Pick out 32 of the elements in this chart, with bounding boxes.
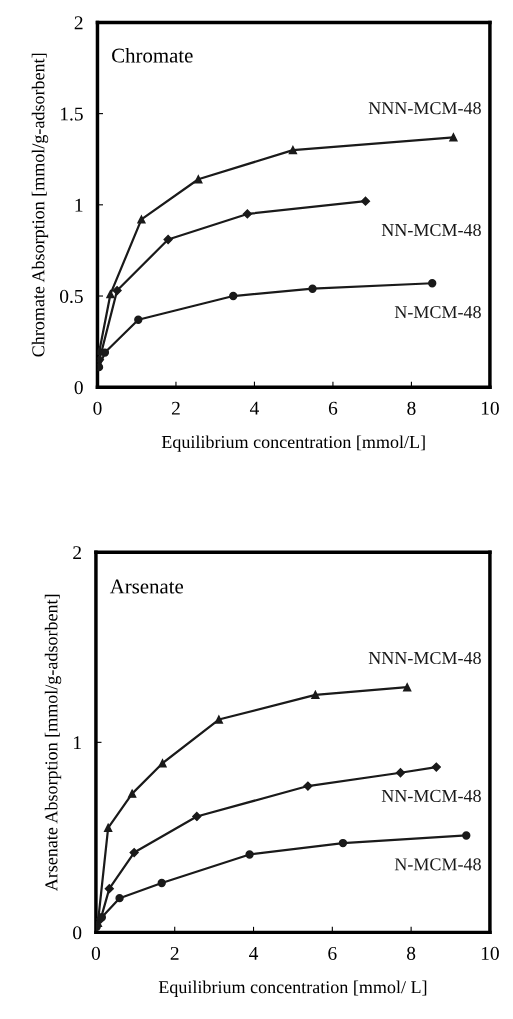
y-tick-label: 0.5 bbox=[60, 289, 83, 304]
x-tick-label: 4 bbox=[249, 401, 260, 415]
series-label: NN-MCM-48 bbox=[381, 223, 481, 237]
x-tick-label: 2 bbox=[170, 946, 179, 960]
y-axis-title: Arsenate Absorption [mmol/g-adsorbent] bbox=[44, 594, 62, 892]
y-tick-label: 1 bbox=[75, 198, 83, 212]
y-tick-label: 0 bbox=[73, 926, 82, 940]
series-label: NNN-MCM-48 bbox=[368, 651, 481, 665]
y-tick-label: 2 bbox=[73, 546, 81, 560]
y-axis-title: Chromate Absorption [mmol/g-adsorbent] bbox=[31, 53, 49, 357]
y-tick-label: 1 bbox=[74, 736, 81, 750]
y-tick-label: 1.5 bbox=[60, 107, 83, 121]
y-tick-label: 0 bbox=[74, 381, 83, 395]
series-label: NN-MCM-48 bbox=[381, 789, 481, 802]
text: Chromate bbox=[112, 47, 193, 63]
x-tick-label: 6 bbox=[328, 401, 338, 415]
x-tick-label: 6 bbox=[328, 946, 337, 960]
x-tick-label: 4 bbox=[249, 946, 259, 960]
x-tick-label: 0 bbox=[91, 946, 101, 960]
series-label: N-MCM-48 bbox=[394, 858, 481, 871]
x-tick-label: 8 bbox=[407, 401, 416, 415]
series-label: N-MCM-48 bbox=[394, 306, 481, 319]
x-tick-label: 8 bbox=[407, 946, 416, 960]
x-tick-label: 10 bbox=[481, 401, 499, 415]
series-label: NNN-MCM-48 bbox=[368, 102, 481, 115]
x-axis-title: Equilibrium concentration [mmol/ L] bbox=[158, 980, 427, 997]
text: Arsenate bbox=[109, 579, 184, 594]
x-tick-label: 2 bbox=[171, 401, 180, 415]
y-tick-label: 2 bbox=[74, 16, 83, 30]
x-tick-label: 0 bbox=[93, 401, 102, 415]
x-axis-title: Equilibrium concentration [mmol/L] bbox=[161, 435, 425, 452]
x-tick-label: 10 bbox=[481, 946, 499, 960]
